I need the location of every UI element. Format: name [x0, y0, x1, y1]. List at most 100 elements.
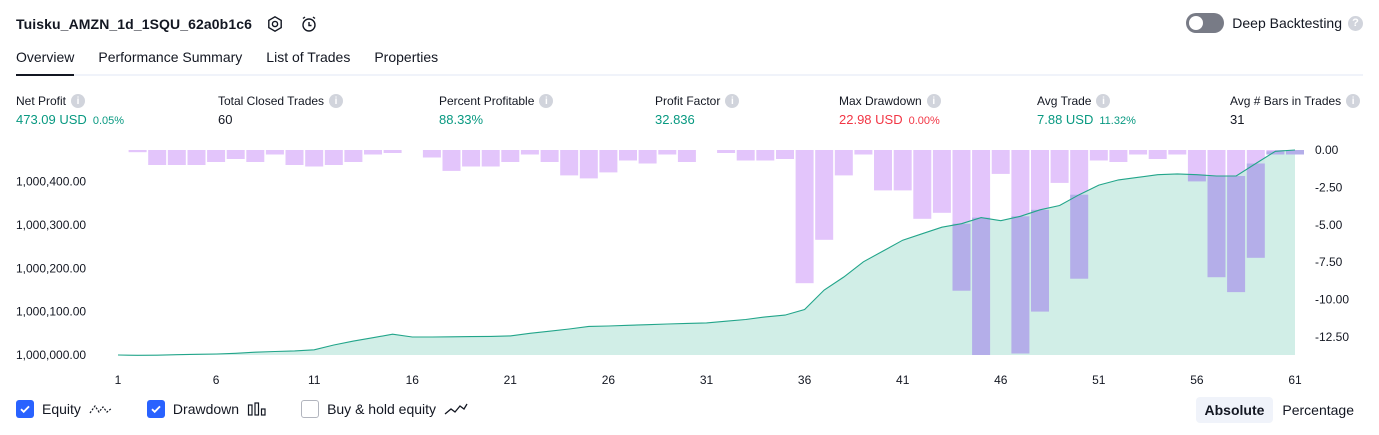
drawdown-checkbox[interactable] — [146, 400, 165, 418]
right-axis-tick-label: -5.00 — [1315, 218, 1343, 232]
drawdown-bar — [599, 150, 618, 173]
metric-value: 473.09 USD — [16, 112, 87, 127]
x-axis-tick-label: 51 — [1092, 373, 1106, 387]
drawdown-bar — [560, 150, 579, 176]
x-axis-tick-label: 26 — [602, 373, 616, 387]
drawdown-bar — [736, 150, 755, 161]
drawdown-bar — [874, 150, 892, 191]
metric-value: 31 — [1230, 112, 1245, 127]
metric-net-profit: Net Profit i 473.09 USD 0.05% — [16, 94, 124, 127]
drawdown-bar — [834, 150, 853, 176]
drawdown-bar — [991, 150, 1010, 174]
drawdown-bar-overlap — [1031, 209, 1049, 312]
drawdown-bar — [1168, 150, 1187, 155]
drawdown-overlap-bars — [952, 150, 1304, 355]
scale-mode-switch: Absolute Percentage — [1195, 397, 1364, 423]
metric-percent: 0.00% — [908, 115, 940, 127]
drawdown-bar-overlap — [1227, 176, 1246, 293]
drawdown-bar — [717, 150, 736, 153]
metric-value: 22.98 USD — [839, 112, 903, 127]
add-alert-clock-icon[interactable] — [298, 13, 320, 35]
metric-value: 88.33% — [439, 112, 484, 127]
legend-drawdown[interactable]: Drawdown — [146, 400, 267, 418]
tab-overview[interactable]: Overview — [16, 46, 75, 76]
settings-gear-icon[interactable] — [264, 13, 286, 35]
right-axis-tick-label: 0.00 — [1315, 143, 1339, 157]
info-icon[interactable]: i — [926, 94, 941, 108]
drawdown-bar — [167, 150, 186, 165]
drawdown-bar — [128, 150, 147, 153]
drawdown-bar-overlap — [1286, 150, 1304, 155]
x-axis-tick-label: 61 — [1288, 373, 1302, 387]
metric-label: Max Drawdown — [839, 94, 922, 108]
chart-svg: 1,000,000.00 1,000,100.00 1,000,200.00 1,00… — [16, 143, 1349, 387]
metric-label: Total Closed Trades — [218, 94, 325, 108]
metric-value: 32.836 — [655, 112, 695, 127]
drawdown-bar — [795, 150, 814, 284]
metric-total-closed-trades: Total Closed Trades i 60 — [218, 94, 344, 127]
x-axis-tick-label: 11 — [308, 373, 321, 387]
drawdown-bar — [1050, 150, 1069, 183]
left-axis-tick-label: 1,000,100.00 — [16, 305, 86, 319]
deep-backtesting-toggle[interactable] — [1186, 13, 1225, 33]
x-axis-tick-label: 31 — [700, 373, 714, 387]
drawdown-bar — [501, 150, 520, 162]
deep-backtesting-label: Deep Backtesting — [1232, 15, 1342, 31]
buy-hold-checkbox[interactable] — [301, 400, 320, 418]
metric-value: 7.88 USD — [1037, 112, 1094, 127]
drawdown-bar-overlap — [1187, 174, 1206, 182]
right-axis-tick-label: -2.50 — [1315, 180, 1343, 194]
drawdown-bar — [226, 150, 245, 159]
tab-bar: Overview Performance Summary List of Tra… — [16, 46, 1363, 76]
help-icon[interactable]: ? — [1348, 15, 1363, 31]
drawdown-bar — [1187, 150, 1206, 182]
equity-checkbox[interactable] — [16, 400, 34, 418]
drawdown-bar — [1089, 150, 1108, 161]
metric-label: Profit Factor — [655, 94, 721, 108]
info-icon[interactable]: i — [725, 94, 740, 108]
right-axis-tick-label: -10.00 — [1315, 293, 1349, 307]
buy-hold-line-icon — [444, 402, 468, 416]
percentage-button[interactable]: Percentage — [1282, 402, 1354, 418]
drawdown-bar — [187, 150, 206, 165]
equity-line-icon — [89, 402, 113, 416]
left-axis-tick-label: 1,000,400.00 — [16, 175, 86, 189]
drawdown-bar — [932, 150, 951, 213]
strategy-header: Tuisku_AMZN_1d_1SQU_62a0b1c6 — [16, 12, 320, 36]
tab-list-of-trades[interactable]: List of Trades — [266, 49, 351, 65]
metrics-row: Net Profit i 473.09 USD 0.05% Total Closed… — [0, 94, 1379, 134]
absolute-button[interactable]: Absolute — [1195, 397, 1274, 423]
drawdown-bar — [285, 150, 304, 165]
drawdown-bar — [207, 150, 226, 162]
drawdown-bar — [677, 150, 696, 162]
tab-properties[interactable]: Properties — [374, 49, 439, 65]
drawdown-bar-overlap — [1011, 216, 1030, 354]
info-icon[interactable]: i — [71, 94, 86, 108]
info-icon[interactable]: i — [1346, 94, 1361, 108]
legend-buy-hold[interactable]: Buy & hold equity — [301, 400, 468, 418]
info-icon[interactable]: i — [1096, 94, 1111, 108]
drawdown-label: Drawdown — [172, 401, 240, 417]
buy-hold-label: Buy & hold equity — [327, 401, 437, 417]
drawdown-bar — [579, 150, 598, 179]
x-axis-tick-label: 6 — [213, 373, 220, 387]
drawdown-bar — [913, 150, 932, 219]
x-axis-tick-label: 56 — [1190, 373, 1204, 387]
equity-label: Equity — [42, 401, 81, 417]
metric-percent: 11.32% — [1099, 115, 1136, 127]
chart-legend: Equity Drawdown Buy & hold equity — [16, 400, 502, 418]
x-axis-tick-label: 36 — [798, 373, 812, 387]
drawdown-bar-overlap — [1207, 176, 1226, 278]
tab-performance-summary[interactable]: Performance Summary — [98, 49, 243, 65]
drawdown-bar — [265, 150, 284, 155]
drawdown-bar — [893, 150, 912, 191]
drawdown-bar — [246, 150, 265, 162]
info-icon[interactable]: i — [329, 94, 344, 108]
drawdown-bar — [854, 150, 873, 155]
metric-max-drawdown: Max Drawdown i 22.98 USD 0.00% — [839, 94, 941, 127]
legend-equity[interactable]: Equity — [16, 400, 113, 418]
equity-area — [118, 150, 1295, 356]
metric-profit-factor: Profit Factor i 32.836 — [655, 94, 740, 127]
info-icon[interactable]: i — [539, 94, 554, 108]
drawdown-bar — [1109, 150, 1128, 162]
